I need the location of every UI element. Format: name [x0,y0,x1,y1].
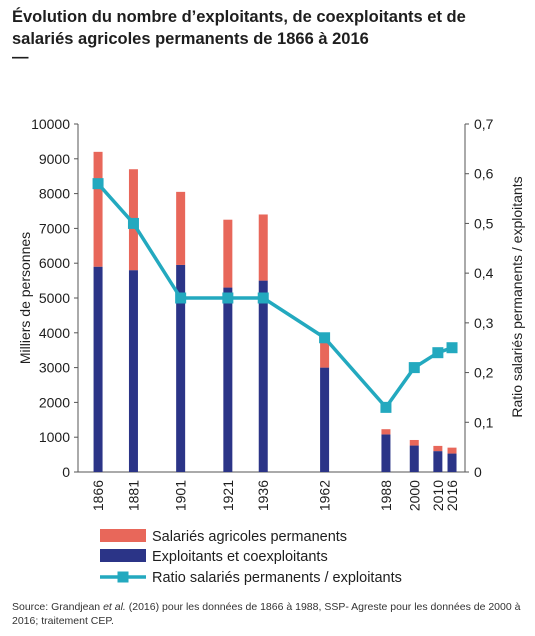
y-axis-left-title: Milliers de personnes [17,232,33,364]
ratio-marker [222,292,234,304]
bar-exploitants [381,434,391,472]
bar-salaries [93,151,103,267]
source-note: Source: Grandjean et al. (2016) pour les… [12,600,527,628]
x-tick-label: 2000 [406,480,422,511]
chart: 0 1000 2000 3000 4000 5000 6000 7000 8000 9000 100… [17,116,525,586]
bar-exploitants [93,266,103,472]
ratio-line-group [92,178,458,413]
x-tick-label: 1881 [125,480,141,511]
source-prefix: Source: Grandjean [12,601,104,613]
bar-exploitants [258,280,268,472]
ratio-marker [319,332,331,344]
legend-item-ratio-swatch-marker [117,571,129,583]
y-left-tick-label: 6000 [39,255,70,271]
ratio-marker [257,292,269,304]
y-left-tick-label: 4000 [39,325,70,341]
bar-salaries [409,439,419,446]
bar-exploitants [223,287,233,472]
y-left-tick-label: 8000 [39,186,70,202]
y-right-tick-label: 0 [474,464,482,480]
legend-item-salaries-swatch [100,529,146,542]
source-suffix: (2016) pour les données de 1866 à 1988, … [12,601,521,627]
ratio-marker [127,217,139,229]
x-tick-label: 1901 [173,480,189,511]
legend-item-exploitants-swatch [100,549,146,562]
bar-salaries [223,219,233,288]
x-tick-label: 1921 [220,480,236,511]
ratio-marker [408,362,420,374]
legend-item-ratio-label: Ratio salariés permanents / exploitants [152,570,402,586]
chart-axes: 0 1000 2000 3000 4000 5000 6000 7000 8000 9000 100… [17,116,525,511]
bar-exploitants [320,367,330,472]
bar-exploitants [128,270,138,472]
legend-item-exploitants-label: Exploitants et coexploitants [152,549,328,565]
y-left-tick-label: 7000 [39,220,70,236]
bar-salaries [176,191,186,265]
x-tick-label: 2010 [430,480,446,511]
x-tick-label: 1866 [90,480,106,511]
ratio-marker [175,292,187,304]
bar-exploitants [176,264,186,472]
y-right-tick-label: 0,5 [474,215,494,231]
bar-exploitants [433,451,443,472]
chart-legend: Salariés agricoles permanents Exploitants… [100,529,402,586]
x-tick-label: 2016 [444,480,460,511]
bar-salaries [433,445,443,452]
chart-title: Évolution du nombre d’exploitants, de co… [12,8,466,48]
ratio-marker [432,347,444,359]
y-right-tick-label: 0,1 [474,414,494,430]
ratio-marker [446,342,458,354]
x-tick-label: 1936 [255,480,271,511]
bar-exploitants [447,453,457,472]
y-left-tick-label: 0 [62,464,70,480]
bar-salaries [381,429,391,435]
title-dash: — [12,48,29,66]
x-tick-label: 1962 [317,480,333,511]
y-left-tick-label: 10000 [31,116,70,132]
bar-exploitants [409,445,419,472]
chart-bars [93,151,457,472]
y-right-tick-label: 0,6 [474,166,494,182]
ratio-marker [92,178,104,190]
y-left-tick-label: 1000 [39,429,70,445]
bar-salaries [447,447,457,454]
bar-salaries [320,341,330,368]
y-left-tick-label: 2000 [39,394,70,410]
ratio-marker [380,401,392,413]
ratio-line [96,182,453,410]
y-right-tick-label: 0,3 [474,315,494,331]
x-tick-label: 1988 [378,480,394,511]
y-right-tick-label: 0,2 [474,365,494,381]
y-left-tick-label: 3000 [39,360,70,376]
source-et-al: et al. [103,601,126,613]
y-right-tick-label: 0,7 [474,116,494,132]
y-left-tick-label: 9000 [39,151,70,167]
y-right-tick-label: 0,4 [474,265,494,281]
legend-item-salaries-label: Salariés agricoles permanents [152,529,347,545]
y-left-tick-label: 5000 [39,290,70,306]
bar-salaries [258,214,268,281]
y-axis-right-title: Ratio salariés permanents / exploitants [509,176,525,417]
